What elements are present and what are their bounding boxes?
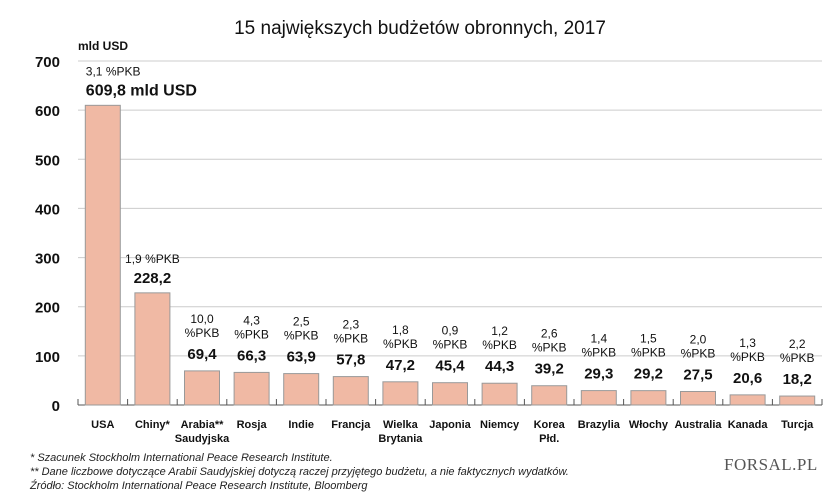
gdp-label-value: 2,5 bbox=[293, 315, 310, 329]
y-tick-label: 300 bbox=[35, 251, 60, 268]
value-label: 20,6 bbox=[733, 370, 762, 387]
gdp-label-unit: %PKB bbox=[631, 346, 666, 360]
category-label: Korea bbox=[534, 419, 566, 431]
value-label: 69,4 bbox=[187, 346, 217, 363]
value-label: 609,8 mld USD bbox=[86, 82, 197, 99]
category-label: Indie bbox=[288, 419, 314, 431]
bar bbox=[283, 373, 320, 406]
gdp-label-value: 1,2 bbox=[491, 324, 508, 338]
category-label: Płd. bbox=[539, 433, 559, 445]
category-label: Niemcy bbox=[480, 419, 520, 431]
value-label: 18,2 bbox=[783, 371, 812, 388]
value-label: 39,2 bbox=[535, 361, 564, 378]
y-tick-label: 400 bbox=[35, 201, 60, 218]
category-label: Brazylia bbox=[578, 419, 621, 431]
y-tick-label: 100 bbox=[35, 349, 60, 366]
gdp-label-value: 0,9 bbox=[442, 324, 459, 338]
value-label: 29,3 bbox=[584, 366, 613, 383]
category-label: Saudyjska bbox=[175, 433, 230, 445]
value-label: 27,5 bbox=[683, 366, 712, 383]
gdp-label-unit: %PKB bbox=[681, 346, 716, 360]
value-label: 63,9 bbox=[287, 349, 316, 366]
y-tick-label: 700 bbox=[35, 54, 60, 71]
y-axis-label: mld USD bbox=[78, 39, 128, 53]
value-label: 47,2 bbox=[386, 357, 415, 374]
gdp-label-value: 4,3 bbox=[243, 313, 260, 327]
category-label: Francja bbox=[331, 419, 371, 431]
value-label: 29,2 bbox=[634, 366, 663, 383]
gdp-label-value: 10,0 bbox=[190, 312, 214, 326]
gdp-label-unit: %PKB bbox=[780, 351, 815, 365]
gdp-label-value: 1,8 bbox=[392, 323, 409, 337]
y-tick-label: 500 bbox=[35, 152, 60, 169]
gdp-label-unit: %PKB bbox=[185, 326, 220, 340]
footnote-saudi: ** Dane liczbowe dotyczące Arabii Saudyj… bbox=[30, 466, 569, 478]
forsal-logo: FORSAL.PL bbox=[724, 455, 818, 474]
footnote-estimate: * Szacunek Stockholm International Peace… bbox=[30, 452, 333, 464]
bar-chart: mld USD 0 100 200 300 400 500 600 700 USA 609,8 ml… bbox=[35, 39, 823, 445]
value-label: 228,2 bbox=[134, 270, 172, 287]
gdp-label: 3,1 %PKB bbox=[86, 64, 141, 78]
gdp-label-unit: %PKB bbox=[234, 327, 269, 341]
gdp-label-value: 2,6 bbox=[541, 327, 558, 341]
y-tick-label: 200 bbox=[35, 300, 60, 317]
category-label: Kanada bbox=[728, 419, 769, 431]
bar bbox=[481, 382, 518, 406]
category-label: USA bbox=[91, 419, 114, 431]
bar bbox=[382, 381, 419, 406]
category-label: Chiny* bbox=[135, 419, 171, 431]
bar bbox=[233, 371, 270, 406]
footnotes: * Szacunek Stockholm International Peace… bbox=[30, 451, 569, 493]
footnote-source: Źródło: Stockholm International Peace Re… bbox=[30, 480, 368, 492]
gdp-label-unit: %PKB bbox=[433, 338, 468, 352]
category-label: Brytania bbox=[378, 433, 423, 445]
gdp-label: 1,9 %PKB bbox=[125, 252, 180, 266]
bar bbox=[84, 104, 121, 406]
gdp-label-value: 1,5 bbox=[640, 332, 657, 346]
value-label: 45,4 bbox=[435, 358, 465, 375]
bar bbox=[680, 390, 716, 406]
bar bbox=[531, 385, 568, 406]
bar bbox=[332, 376, 369, 406]
gdp-label-value: 1,3 bbox=[739, 336, 756, 350]
value-label: 57,8 bbox=[336, 352, 365, 369]
gdp-label-value: 2,3 bbox=[342, 318, 359, 332]
category-label: Włochy bbox=[629, 419, 669, 431]
gdp-label-value: 2,2 bbox=[789, 337, 806, 351]
category-label: Rosja bbox=[237, 419, 268, 431]
bar bbox=[630, 390, 667, 406]
gdp-label-unit: %PKB bbox=[730, 350, 765, 364]
bar bbox=[184, 370, 220, 406]
category-label: Wielka bbox=[383, 419, 419, 431]
category-label: Japonia bbox=[429, 419, 471, 431]
value-label: 66,3 bbox=[237, 347, 266, 364]
bar bbox=[432, 382, 468, 406]
category-label: Arabia** bbox=[181, 419, 225, 431]
gdp-label-unit: %PKB bbox=[333, 332, 368, 346]
gdp-label-unit: %PKB bbox=[284, 329, 319, 343]
chart-title: 15 największych budżetów obronnych, 2017 bbox=[234, 18, 606, 39]
gdp-label-value: 1,4 bbox=[590, 332, 607, 346]
gdp-label-unit: %PKB bbox=[581, 346, 616, 360]
gdp-label-unit: %PKB bbox=[482, 338, 517, 352]
bar bbox=[729, 394, 766, 406]
gdp-label-unit: %PKB bbox=[383, 337, 418, 351]
category-label: Turcja bbox=[781, 419, 814, 431]
bar bbox=[134, 292, 171, 406]
y-tick-label: 0 bbox=[52, 398, 60, 415]
bar bbox=[580, 390, 617, 406]
value-label: 44,3 bbox=[485, 358, 514, 375]
bar bbox=[779, 395, 816, 406]
category-label: Australia bbox=[674, 419, 722, 431]
y-tick-label: 600 bbox=[35, 103, 60, 120]
gdp-label-unit: %PKB bbox=[532, 341, 567, 355]
gdp-label-value: 2,0 bbox=[690, 332, 707, 346]
